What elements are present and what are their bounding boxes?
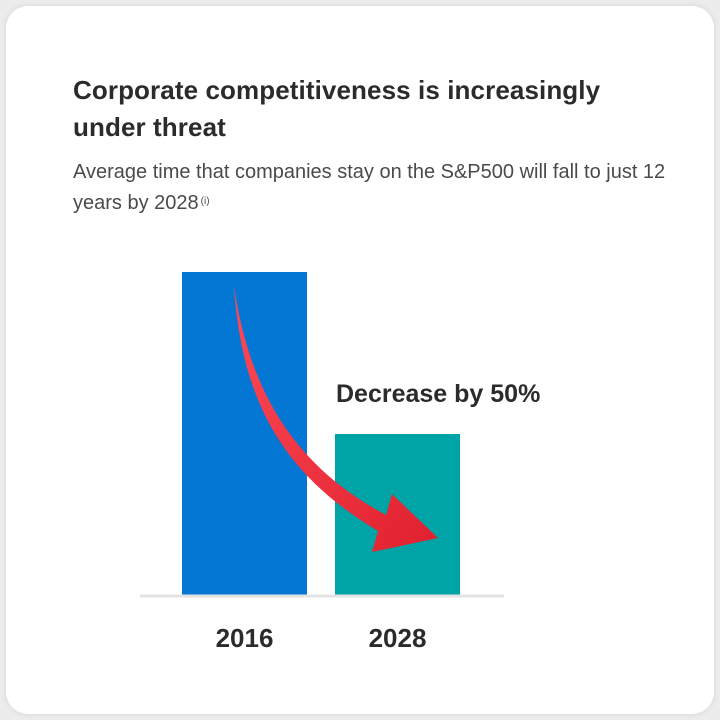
chart-subtitle: Average time that companies stay on the … <box>73 157 673 219</box>
bar-chart: Decrease by 50% 2016 2028 <box>140 272 540 653</box>
category-label-2016: 2016 <box>216 623 274 653</box>
annotation-label: Decrease by 50% <box>336 380 540 408</box>
footnote-marker: (i) <box>200 196 210 207</box>
chart-title: Corporate competitiveness is increasingl… <box>73 75 601 142</box>
labels-layer: 2016 2028 <box>216 623 427 653</box>
chart-subtitle-text: Average time that companies stay on the … <box>73 161 666 214</box>
decrease-arrow <box>234 286 438 552</box>
chart-card: Corporate competitiveness is increasingl… <box>6 6 714 714</box>
bars-layer <box>182 272 460 596</box>
category-label-2028: 2028 <box>369 623 427 653</box>
